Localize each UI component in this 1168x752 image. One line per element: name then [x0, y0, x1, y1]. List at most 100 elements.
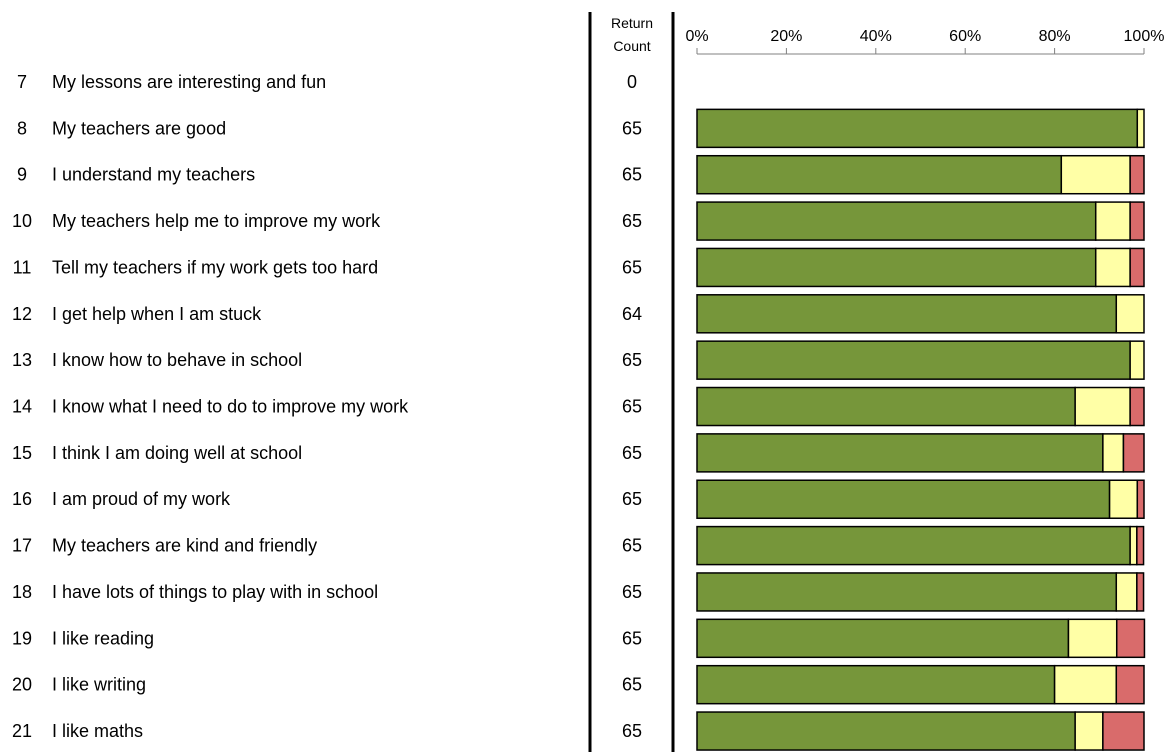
negative-segment [1122, 433, 1145, 473]
positive-segment [696, 108, 1139, 149]
question-row: 19 I like reading 65 [12, 618, 1146, 659]
neutral-segment [1074, 711, 1104, 751]
positive-segment [696, 664, 1056, 705]
question-text: I like writing [52, 675, 146, 695]
positive-segment [696, 433, 1104, 473]
neutral-segment [1094, 201, 1131, 241]
return-count: 65 [622, 211, 642, 231]
question-row: 9 I understand my teachers 65 [17, 154, 1145, 195]
negative-segment [1129, 201, 1145, 241]
negative-segment [1129, 154, 1145, 195]
negative-segment [1129, 247, 1145, 288]
question-number: 17 [12, 536, 32, 556]
x-tick-label: 40% [860, 28, 892, 45]
return-count: 65 [622, 350, 642, 370]
return-count: 65 [622, 721, 642, 741]
positive-segment [696, 711, 1076, 751]
return-count-header-line-2: Count [613, 38, 650, 54]
negative-segment [1129, 386, 1145, 427]
question-text: I like reading [52, 628, 154, 648]
neutral-segment [1129, 340, 1145, 380]
negative-segment [1102, 711, 1145, 751]
question-text: My teachers are kind and friendly [52, 536, 317, 556]
neutral-segment [1136, 108, 1145, 149]
question-number: 9 [17, 165, 27, 185]
neutral-segment [1108, 479, 1139, 519]
question-text: I know how to behave in school [52, 350, 302, 370]
positive-segment [696, 572, 1118, 612]
question-row: 11 Tell my teachers if my work gets too h… [13, 247, 1145, 288]
question-row: 18 I have lots of things to play with in … [12, 572, 1145, 612]
x-tick-label: 0% [685, 28, 708, 45]
return-count: 65 [622, 628, 642, 648]
return-count: 65 [622, 397, 642, 417]
question-number: 8 [17, 118, 27, 138]
return-count: 0 [627, 72, 637, 92]
question-text: I think I am doing well at school [52, 443, 302, 463]
positive-segment [696, 247, 1097, 288]
question-number: 21 [12, 721, 32, 741]
x-tick-label: 80% [1039, 28, 1071, 45]
question-text: I am proud of my work [52, 489, 231, 509]
return-count: 65 [622, 536, 642, 556]
neutral-segment [1074, 386, 1131, 427]
question-row: 20 I like writing 65 [12, 664, 1145, 705]
question-row: 14 I know what I need to do to improve my… [12, 386, 1145, 427]
positive-segment [696, 618, 1070, 659]
question-row: 8 My teachers are good 65 [17, 108, 1145, 149]
question-number: 15 [12, 443, 32, 463]
question-text: I get help when I am stuck [52, 304, 262, 324]
return-count-header-line-1: Return [611, 15, 653, 31]
x-tick-label: 100% [1124, 28, 1165, 45]
question-text: I have lots of things to play with in sc… [52, 582, 378, 602]
question-text: I understand my teachers [52, 165, 255, 185]
question-text: I know what I need to do to improve my w… [52, 397, 409, 417]
negative-segment [1136, 525, 1145, 566]
question-text: I like maths [52, 721, 143, 741]
question-number: 14 [12, 397, 32, 417]
question-number: 12 [12, 304, 32, 324]
return-count-header: Return Count [611, 15, 653, 54]
question-number: 18 [12, 582, 32, 602]
negative-segment [1136, 479, 1145, 519]
question-number: 19 [12, 628, 32, 648]
question-row: 10 My teachers help me to improve my work… [12, 201, 1145, 241]
question-row: 13 I know how to behave in school 65 [12, 340, 1145, 380]
x-axis: 0% 20% 40% 60% 80% 100% [685, 28, 1165, 55]
positive-segment [696, 201, 1097, 241]
positive-segment [696, 386, 1076, 427]
return-count: 65 [622, 118, 642, 138]
return-count: 65 [622, 257, 642, 277]
question-row: 7 My lessons are interesting and fun 0 [17, 72, 637, 92]
positive-segment [696, 479, 1111, 519]
negative-segment [1115, 664, 1145, 705]
question-text: My lessons are interesting and fun [52, 72, 326, 92]
question-number: 16 [12, 489, 32, 509]
negative-segment [1115, 618, 1146, 659]
return-count: 65 [622, 489, 642, 509]
positive-segment [696, 154, 1063, 195]
neutral-segment [1115, 572, 1138, 612]
positive-segment [696, 294, 1118, 334]
return-count: 65 [622, 443, 642, 463]
neutral-segment [1094, 247, 1131, 288]
question-number: 13 [12, 350, 32, 370]
question-text: My teachers are good [52, 118, 226, 138]
positive-segment [696, 340, 1131, 380]
neutral-segment [1053, 664, 1118, 705]
neutral-segment [1060, 154, 1131, 195]
question-text: My teachers help me to improve my work [52, 211, 381, 231]
question-row: 17 My teachers are kind and friendly 65 [12, 525, 1145, 566]
neutral-segment [1115, 294, 1145, 334]
question-row: 16 I am proud of my work 65 [12, 479, 1145, 519]
return-count: 65 [622, 675, 642, 695]
question-number: 20 [12, 675, 32, 695]
x-tick-label: 60% [949, 28, 981, 45]
question-row: 12 I get help when I am stuck 64 [12, 294, 1145, 334]
question-row: 15 I think I am doing well at school 65 [12, 433, 1145, 473]
question-number: 10 [12, 211, 32, 231]
return-count: 65 [622, 582, 642, 602]
question-rows: 7 My lessons are interesting and fun 0 8 My … [12, 72, 1146, 751]
return-count: 64 [622, 304, 642, 324]
